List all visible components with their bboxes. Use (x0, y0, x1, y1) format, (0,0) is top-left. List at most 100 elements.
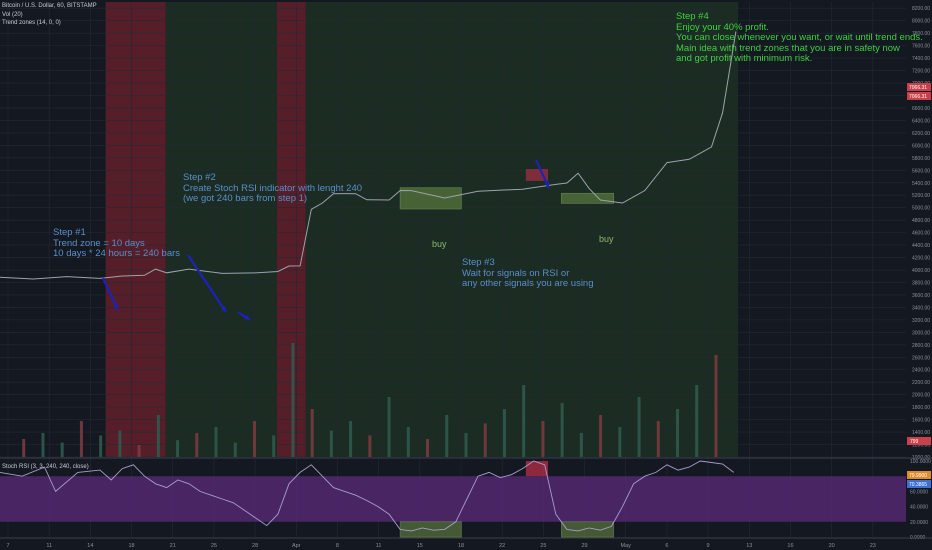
price-tick-2: 7800.00 (912, 31, 930, 37)
volume-bar-31 (618, 427, 622, 457)
price-tick-21: 4000.00 (912, 268, 930, 274)
volume-badge-bg (907, 437, 931, 445)
arrow-hint-head (244, 314, 250, 320)
price-tick-28: 2600.00 (912, 355, 930, 361)
price-tick-3: 7600.00 (912, 44, 930, 50)
arrow-step2 (187, 254, 227, 313)
x-tick-18: 13 (746, 543, 752, 549)
price-tick-26: 3000.00 (912, 330, 930, 336)
volume-bar-21 (426, 439, 430, 457)
step3-line-1: Wait for signals on RSI or (462, 267, 570, 279)
x-tick-5: 25 (211, 543, 217, 549)
volume-bar-3 (79, 421, 83, 457)
price-tick-31: 2000.00 (912, 393, 930, 399)
volume-bar-27 (541, 421, 545, 457)
price-tick-24: 3400.00 (912, 305, 930, 311)
price-tick-0: 8200.00 (912, 6, 930, 12)
price-tick-30: 2200.00 (912, 380, 930, 386)
price-tick-13: 5600.00 (912, 168, 930, 174)
step1-line-2: 10 days * 24 hours = 240 bars (53, 248, 181, 259)
volume-bar-32 (637, 397, 641, 457)
volume-bar-14 (291, 343, 295, 457)
price-tick-10: 6200.00 (912, 131, 930, 137)
volume-bar-12 (252, 421, 256, 457)
volume-bar-6 (137, 445, 141, 457)
volume-bar-13 (272, 435, 276, 457)
step3-line-0: Step #3 (462, 257, 495, 268)
price-tick-16: 5000.00 (912, 206, 930, 212)
price-tick-5: 7200.00 (912, 69, 930, 75)
rsi-line (0, 460, 734, 532)
buy-label-2: buy (599, 234, 614, 244)
rsi-marker-bg-0 (907, 471, 931, 479)
x-tick-20: 20 (829, 543, 835, 549)
volume-bar-34 (676, 409, 680, 457)
volume-bar-7 (156, 415, 160, 457)
volume-badge: 799 (910, 439, 919, 445)
rsi-red-box (525, 461, 549, 477)
step4-line-0: Step #4 (676, 11, 709, 22)
volume-bar-15 (310, 409, 314, 457)
price-line (0, 31, 737, 280)
volume-bar-0 (22, 439, 26, 457)
x-tick-3: 18 (128, 543, 134, 549)
x-tick-7: Apr (292, 543, 301, 549)
red-signal-box (525, 169, 549, 181)
step3-line-2: any other signals you are using (462, 278, 594, 289)
volume-bar-5 (118, 430, 122, 457)
price-tick-11: 6000.00 (912, 143, 930, 149)
price-tick-20: 4200.00 (912, 256, 930, 262)
volume-bar-28 (560, 403, 564, 457)
price-tick-27: 2800.00 (912, 343, 930, 349)
x-tick-8: 8 (336, 543, 339, 549)
price-tick-14: 5400.00 (912, 181, 930, 187)
volume-bar-30 (599, 415, 603, 457)
buy-box-1 (560, 192, 615, 204)
green-zone-0 (165, 2, 277, 457)
rsi-buy-box-1 (560, 521, 615, 538)
step4-line-3: Main idea with trend zones that you are … (676, 42, 900, 54)
volume-bar-1 (41, 433, 45, 457)
price-tick-23: 3600.00 (912, 293, 930, 299)
rsi-indicator-label: Stoch RSI (3, 3, 240, 240, close) (2, 464, 89, 470)
volume-bar-26 (522, 385, 526, 457)
vol-indicator-label: Vol (20) (2, 12, 23, 18)
annotation-step3: Step #3 Wait for signals on RSI or any oth… (462, 257, 594, 290)
rsi-tick-3: 40.0000 (910, 505, 928, 511)
price-tick-17: 4800.00 (912, 218, 930, 224)
red-zone-0 (105, 2, 166, 457)
x-tick-10: 15 (417, 543, 423, 549)
step2-line-0: Step #2 (183, 172, 216, 183)
price-marker-bg-1 (907, 92, 931, 100)
price-tick-33: 1600.00 (912, 418, 930, 424)
annotation-step2: Step #2 Create Stoch RSI indicator with l… (183, 172, 362, 205)
step4-line-2: You can close whenever you want, or wait… (676, 32, 923, 43)
volume-bar-29 (579, 433, 583, 457)
volume-bar-9 (195, 433, 199, 457)
x-tick-9: 11 (376, 543, 382, 549)
annotation-step1: Step #1 Trend zone = 10 days 10 days * 24 … (53, 227, 181, 260)
arrow-step2-head (220, 306, 226, 312)
x-tick-6: 28 (252, 543, 258, 549)
volume-bar-22 (445, 415, 449, 457)
green-zone-1 (305, 2, 739, 457)
price-tick-12: 5800.00 (912, 156, 930, 162)
price-tick-22: 3800.00 (912, 280, 930, 286)
volume-bar-35 (695, 385, 699, 457)
price-tick-8: 6600.00 (912, 106, 930, 112)
x-tick-0: 7 (6, 543, 9, 549)
x-tick-1: 11 (46, 543, 52, 549)
step1-line-0: Step #1 (53, 227, 86, 238)
price-tick-25: 3200.00 (912, 318, 930, 324)
step4-line-1: Enjoy your 40% profit. (676, 21, 769, 33)
price-tick-4: 7400.00 (912, 56, 930, 62)
arrow-step1-head (113, 304, 119, 310)
price-tick-35: 1200.00 (912, 443, 930, 449)
price-tick-15: 5200.00 (912, 193, 930, 199)
symbol-title: Bitcoin / U.S. Dollar, 60, BITSTAMP (2, 3, 97, 9)
x-tick-21: 23 (870, 543, 876, 549)
volume-bar-10 (214, 427, 218, 457)
x-tick-14: 29 (581, 543, 587, 549)
x-tick-13: 25 (540, 543, 546, 549)
